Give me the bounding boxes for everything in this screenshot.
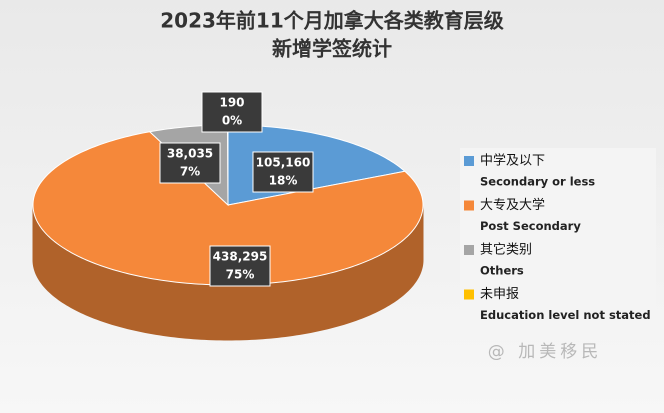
legend-marker: [464, 245, 474, 255]
chart-title: 2023年前11个月加拿大各类教育层级: [160, 9, 504, 33]
legend-box: [460, 148, 656, 326]
data-label: 75%: [226, 268, 255, 282]
legend-label: Others: [480, 264, 524, 278]
data-label-box: [201, 91, 263, 133]
legend-marker: [464, 289, 474, 300]
data-label: 18%: [269, 174, 298, 188]
legend-label: Post Secondary: [480, 219, 581, 233]
data-label: 190: [219, 96, 244, 110]
legend-marker: [464, 156, 474, 166]
legend-label: 中学及以下: [480, 153, 545, 169]
data-label: 438,295: [213, 250, 268, 264]
legend-label: 大专及大学: [480, 197, 545, 213]
watermark: @ 加美移民: [488, 342, 602, 362]
legend-label: Secondary or less: [480, 175, 595, 189]
legend-marker: [464, 200, 474, 211]
data-label: 0%: [222, 114, 242, 128]
legend-label: Education level not stated: [480, 308, 651, 322]
legend-label: 其它类别: [480, 242, 532, 258]
data-label: 38,035: [167, 147, 213, 161]
data-label-box: [209, 245, 271, 287]
slice: [32, 131, 424, 286]
data-label: 105,160: [256, 156, 311, 170]
data-label-box: [159, 142, 221, 184]
chart-title: 新增学签统计: [272, 37, 392, 61]
data-label-box: [252, 151, 314, 193]
legend-label: 未申报: [480, 287, 519, 302]
data-label: 7%: [180, 165, 200, 179]
